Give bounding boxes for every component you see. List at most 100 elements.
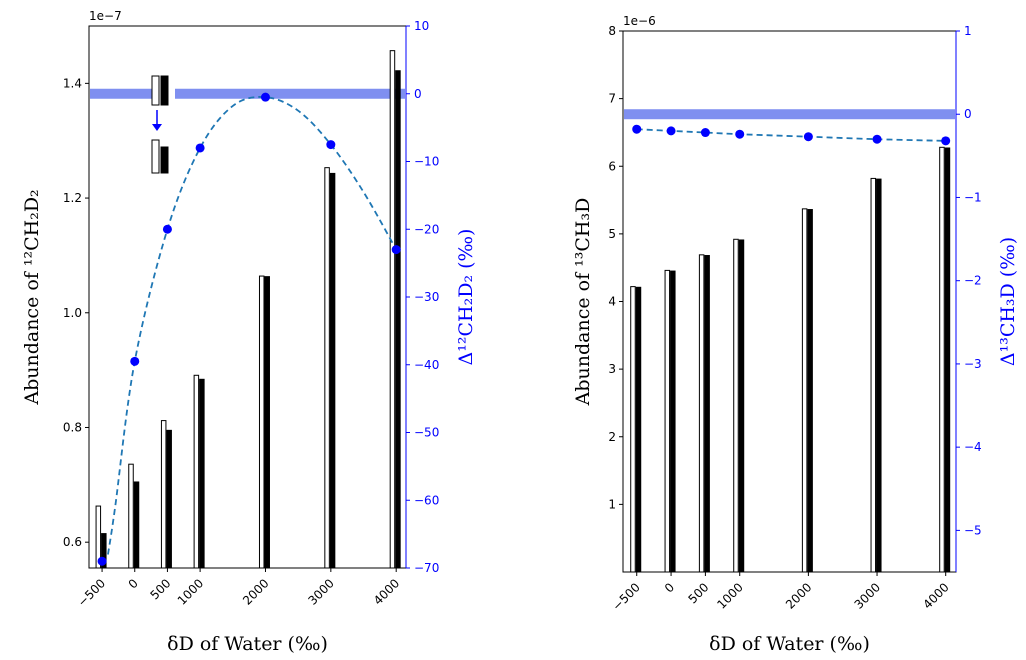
delta-point bbox=[700, 128, 710, 138]
x-axis-label: δD of Water (‰) bbox=[167, 633, 328, 655]
y2-tick-label: −5 bbox=[964, 523, 982, 537]
y-tick-label: 3 bbox=[608, 362, 616, 376]
bar-open bbox=[801, 208, 808, 573]
zero-reference-band bbox=[624, 109, 955, 120]
bar-open bbox=[939, 146, 945, 573]
chart-panel-2: 1 2 3 4 5 6 7 8 1e−6 1 0 −1 −2 −3 −4 −5 −500 0 500 1000 2000… bbox=[572, 14, 1019, 655]
x-tick-label: 4000 bbox=[371, 576, 402, 607]
bar-filled bbox=[738, 239, 745, 573]
inset-bar-open bbox=[151, 139, 160, 174]
delta-curve bbox=[107, 96, 397, 555]
y-offset-label: 1e−6 bbox=[623, 14, 656, 28]
delta-point bbox=[803, 132, 813, 142]
y-tick-label: 2 bbox=[608, 430, 616, 444]
x-tick-label: −500 bbox=[75, 576, 108, 609]
bar-open bbox=[258, 275, 265, 569]
delta-point bbox=[735, 129, 745, 139]
y2-tick-label: −20 bbox=[414, 222, 439, 236]
y2-tick-label: −50 bbox=[414, 426, 439, 440]
delta-point bbox=[941, 136, 951, 146]
x-tick-label: 4000 bbox=[920, 580, 951, 611]
y-offset-label: 1e−7 bbox=[89, 9, 122, 23]
delta-point bbox=[666, 126, 676, 136]
y2-tick-label: −60 bbox=[414, 493, 439, 507]
bar-filled bbox=[807, 209, 813, 573]
delta-point bbox=[130, 356, 140, 366]
delta-curve bbox=[636, 128, 946, 142]
x-tick-label: 1000 bbox=[175, 576, 206, 607]
zero-reference-band bbox=[90, 88, 152, 99]
y-axis-label: Abundance of ¹²CH₂D₂ bbox=[21, 189, 43, 405]
y2-tick-label: −70 bbox=[414, 561, 439, 575]
zero-reference-band bbox=[175, 88, 405, 99]
y-tick-label: 7 bbox=[608, 92, 616, 106]
bar-filled bbox=[876, 178, 882, 573]
y2-tick-label: −1 bbox=[964, 190, 982, 204]
y-tick-label: 1.4 bbox=[63, 76, 82, 90]
bar-open bbox=[733, 238, 739, 573]
y2-tick-label: 10 bbox=[414, 19, 429, 33]
inset-bar-filled bbox=[160, 75, 169, 106]
delta-point bbox=[872, 134, 882, 144]
x-tick-label: 0 bbox=[126, 576, 141, 591]
bar-filled bbox=[635, 286, 642, 573]
bar-open bbox=[870, 177, 877, 573]
bar-open bbox=[160, 420, 167, 569]
delta-point bbox=[632, 124, 642, 134]
x-tick-label: 3000 bbox=[305, 576, 336, 607]
y2-tick-label: 1 bbox=[964, 24, 972, 38]
delta-point bbox=[326, 140, 336, 150]
bar-filled bbox=[166, 429, 172, 569]
bar-filled bbox=[395, 70, 401, 569]
bar-filled bbox=[670, 270, 676, 573]
bar-pair-inset bbox=[151, 75, 169, 174]
y2-axis-label: Δ¹²CH₂D₂ (‰) bbox=[455, 229, 477, 366]
y-tick-label: 1 bbox=[608, 497, 616, 511]
x-axis-label: δD of Water (‰) bbox=[709, 633, 870, 655]
y2-axis-label: Δ¹³CH₃D (‰) bbox=[997, 237, 1019, 366]
inset-arrow-head bbox=[152, 124, 162, 131]
y2-tick-label: −10 bbox=[414, 155, 439, 169]
x-tick-label: 500 bbox=[147, 576, 173, 602]
bar-open bbox=[128, 463, 134, 569]
x-tick-label: 2000 bbox=[783, 580, 814, 611]
delta-point bbox=[97, 556, 107, 566]
bar-open bbox=[664, 269, 671, 573]
bar-open bbox=[193, 374, 200, 569]
y2-tick-label: −30 bbox=[414, 290, 439, 304]
delta-point bbox=[391, 245, 401, 255]
bar-filled bbox=[133, 481, 140, 569]
inset-bar-filled bbox=[160, 146, 169, 174]
y2-tick-label: 0 bbox=[964, 107, 972, 121]
y-tick-label: 6 bbox=[608, 159, 616, 173]
bar-open bbox=[324, 167, 330, 569]
delta-point bbox=[162, 224, 172, 234]
y2-tick-label: −2 bbox=[964, 274, 982, 288]
x-tick-label: 2000 bbox=[240, 576, 271, 607]
y-tick-label: 4 bbox=[608, 295, 616, 309]
y-tick-label: 1.0 bbox=[63, 306, 82, 320]
x-tick-label: 1000 bbox=[714, 580, 745, 611]
x-tick-label: 500 bbox=[685, 580, 711, 606]
chart-panel-1: 0.6 0.8 1.0 1.2 1.4 1e−7 10 0 −10 −20 −30 −40 −50 −60… bbox=[21, 9, 477, 655]
x-tick-label: 3000 bbox=[852, 580, 883, 611]
y-tick-label: 0.6 bbox=[63, 535, 82, 549]
y2-tick-label: −3 bbox=[964, 357, 982, 371]
x-tick-label: −500 bbox=[610, 580, 643, 613]
inset-bar-open bbox=[151, 75, 160, 106]
y2-tick-label: −40 bbox=[414, 358, 439, 372]
y-tick-label: 0.8 bbox=[63, 420, 82, 434]
y-tick-label: 8 bbox=[608, 24, 616, 38]
y2-tick-label: −4 bbox=[964, 440, 982, 454]
bar-filled bbox=[944, 147, 951, 573]
x-tick-label: 0 bbox=[662, 580, 677, 595]
bar-filled bbox=[329, 172, 336, 569]
delta-point bbox=[260, 92, 270, 102]
bar-filled bbox=[704, 255, 710, 573]
bar-open bbox=[630, 286, 636, 573]
bar-filled bbox=[199, 378, 205, 569]
y-tick-label: 1.2 bbox=[63, 191, 82, 205]
y2-tick-label: 0 bbox=[414, 87, 422, 101]
bar-open bbox=[698, 254, 705, 573]
